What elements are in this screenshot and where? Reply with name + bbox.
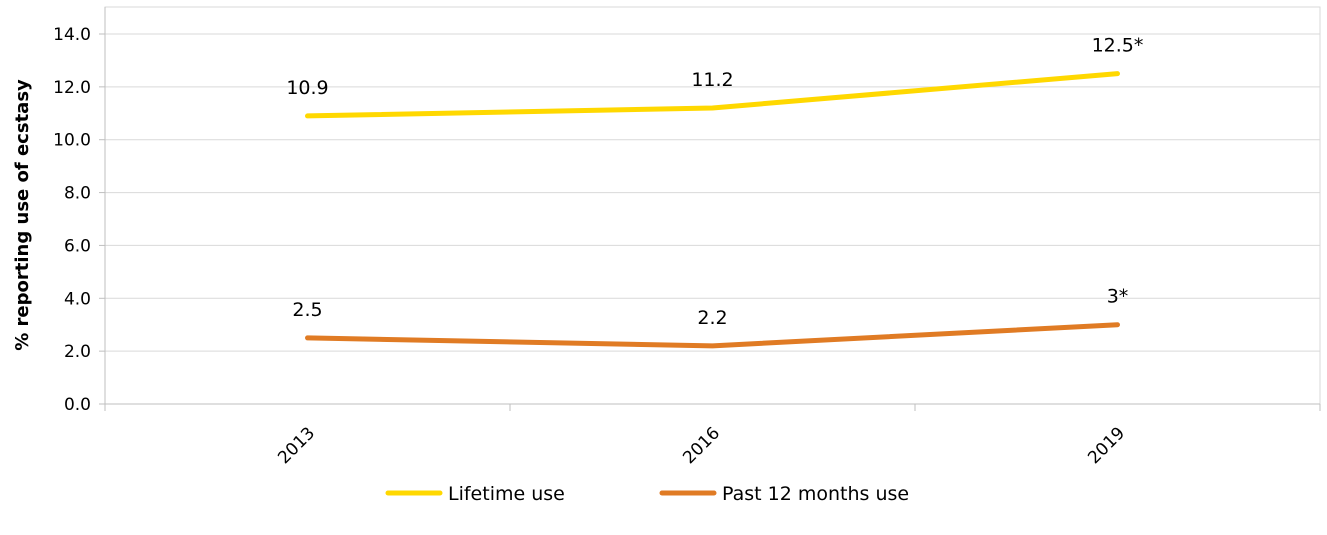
- y-tick-label: 12.0: [53, 78, 91, 98]
- y-tick-label: 4.0: [64, 289, 91, 309]
- y-axis: 0.0 2.0 4.0 6.0 8.0 10.0 12.0 14.0: [53, 7, 106, 415]
- x-tick-label: 2016: [679, 423, 724, 468]
- y-tick-label: 0.0: [64, 395, 91, 415]
- y-tick-label: 10.0: [53, 131, 91, 151]
- data-label: 3*: [1107, 286, 1129, 308]
- x-tick-label: 2019: [1084, 423, 1129, 468]
- y-tick-label: 8.0: [64, 184, 91, 204]
- series-lines: [305, 71, 1120, 349]
- legend-label: Lifetime use: [448, 483, 565, 505]
- y-axis-title: % reporting use of ecstasy: [12, 79, 33, 351]
- data-label: 10.9: [286, 77, 328, 99]
- series-line: [305, 71, 1120, 119]
- data-label: 2.2: [697, 307, 727, 329]
- legend-label: Past 12 months use: [722, 483, 909, 505]
- x-tick-label: 2013: [274, 423, 319, 468]
- data-label: 12.5*: [1092, 35, 1144, 57]
- y-tick-label: 2.0: [64, 342, 91, 362]
- data-labels: 10.9 11.2 12.5* 2.5 2.2 3*: [286, 35, 1143, 329]
- y-tick-label: 6.0: [64, 236, 91, 256]
- data-label: 2.5: [292, 299, 322, 321]
- series-line: [305, 322, 1120, 349]
- gridlines: [105, 33, 1320, 352]
- x-axis: 2013 2016 2019: [104, 403, 1321, 468]
- legend: Lifetime use Past 12 months use: [385, 483, 909, 505]
- y-tick-label: 14.0: [53, 25, 91, 45]
- data-label: 11.2: [691, 69, 733, 91]
